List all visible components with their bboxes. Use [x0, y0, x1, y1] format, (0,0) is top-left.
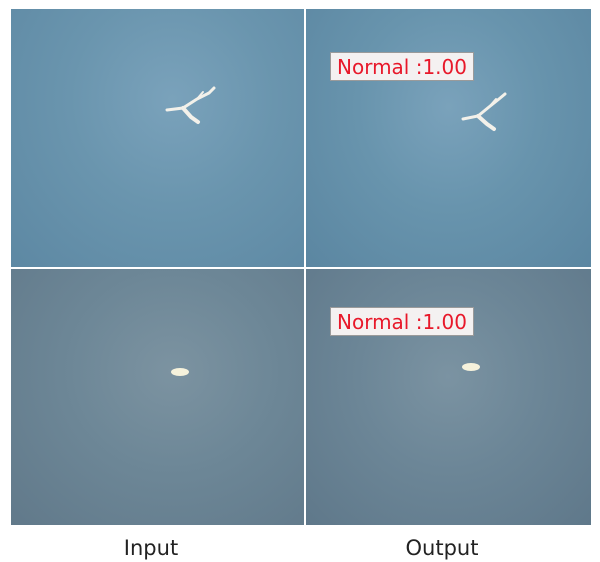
input-image-bottom — [11, 269, 304, 525]
input-caption: Input — [123, 536, 179, 560]
bird-silhouette-top-input — [165, 86, 216, 124]
prediction-label-bottom: Normal :1.00 — [330, 307, 474, 336]
prediction-label-top: Normal :1.00 — [330, 52, 474, 81]
image-grid: Normal :1.00 Normal :1.00 — [11, 9, 591, 525]
input-image-top — [11, 9, 304, 267]
output-image-top: Normal :1.00 — [306, 9, 591, 267]
output-caption: Output — [405, 536, 479, 560]
object-blob-bottom-output — [462, 363, 480, 371]
output-image-bottom: Normal :1.00 — [306, 269, 591, 525]
bird-silhouette-top-output — [461, 92, 507, 131]
object-blob-bottom-input — [171, 368, 189, 376]
